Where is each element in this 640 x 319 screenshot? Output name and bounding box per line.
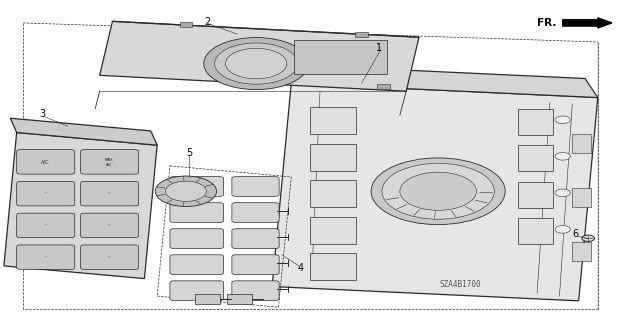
Text: *: * <box>108 223 110 227</box>
Polygon shape <box>272 83 598 301</box>
FancyBboxPatch shape <box>232 229 279 249</box>
FancyArrow shape <box>563 18 612 28</box>
FancyBboxPatch shape <box>232 203 279 222</box>
FancyBboxPatch shape <box>170 203 223 222</box>
Polygon shape <box>278 64 598 98</box>
Bar <box>518 218 553 244</box>
FancyBboxPatch shape <box>232 177 279 196</box>
Circle shape <box>166 181 206 201</box>
Bar <box>310 144 356 171</box>
Bar <box>294 41 387 74</box>
Circle shape <box>204 38 308 90</box>
FancyBboxPatch shape <box>170 177 223 196</box>
Bar <box>310 217 356 244</box>
FancyBboxPatch shape <box>17 245 75 269</box>
Circle shape <box>214 43 298 84</box>
FancyBboxPatch shape <box>232 255 279 274</box>
Bar <box>378 84 390 89</box>
Polygon shape <box>100 21 419 91</box>
Text: *: * <box>108 191 110 196</box>
FancyBboxPatch shape <box>232 281 279 300</box>
Bar <box>518 145 553 171</box>
Bar <box>227 294 252 304</box>
FancyBboxPatch shape <box>81 245 139 269</box>
Circle shape <box>225 48 287 79</box>
Polygon shape <box>4 132 157 278</box>
Text: ~: ~ <box>44 255 47 259</box>
FancyBboxPatch shape <box>81 150 139 174</box>
Text: 3: 3 <box>39 109 45 119</box>
Bar <box>310 253 356 280</box>
Circle shape <box>555 152 570 160</box>
Circle shape <box>582 235 595 241</box>
Text: 1: 1 <box>376 43 383 53</box>
FancyBboxPatch shape <box>170 281 223 300</box>
Text: *: * <box>108 255 110 259</box>
Text: FR.: FR. <box>537 18 556 28</box>
Bar <box>518 109 553 135</box>
Polygon shape <box>10 118 157 145</box>
FancyBboxPatch shape <box>170 229 223 249</box>
Bar <box>572 134 591 153</box>
Bar <box>572 188 591 207</box>
Circle shape <box>555 116 570 123</box>
Text: A/C: A/C <box>41 159 49 164</box>
Bar <box>310 180 356 207</box>
FancyBboxPatch shape <box>81 182 139 206</box>
Circle shape <box>371 158 505 225</box>
FancyBboxPatch shape <box>170 255 223 274</box>
Bar <box>310 107 356 134</box>
FancyBboxPatch shape <box>17 150 75 174</box>
Text: 4: 4 <box>298 263 304 273</box>
Bar <box>572 242 591 261</box>
Circle shape <box>555 226 570 233</box>
Text: ~: ~ <box>44 191 47 196</box>
Bar <box>195 294 220 304</box>
Circle shape <box>382 163 494 219</box>
Bar <box>355 32 368 37</box>
Text: 2: 2 <box>204 17 210 27</box>
FancyBboxPatch shape <box>17 213 75 238</box>
Text: 5: 5 <box>186 148 192 158</box>
FancyBboxPatch shape <box>81 213 139 238</box>
Text: MAX
A/C: MAX A/C <box>105 158 113 167</box>
Text: SZA4B1700: SZA4B1700 <box>440 280 481 289</box>
Bar <box>518 182 553 208</box>
Circle shape <box>156 176 216 206</box>
Text: ~: ~ <box>44 223 47 227</box>
FancyBboxPatch shape <box>17 182 75 206</box>
Circle shape <box>555 189 570 197</box>
Circle shape <box>400 172 476 210</box>
Text: 6: 6 <box>572 229 579 240</box>
Bar <box>179 22 192 27</box>
